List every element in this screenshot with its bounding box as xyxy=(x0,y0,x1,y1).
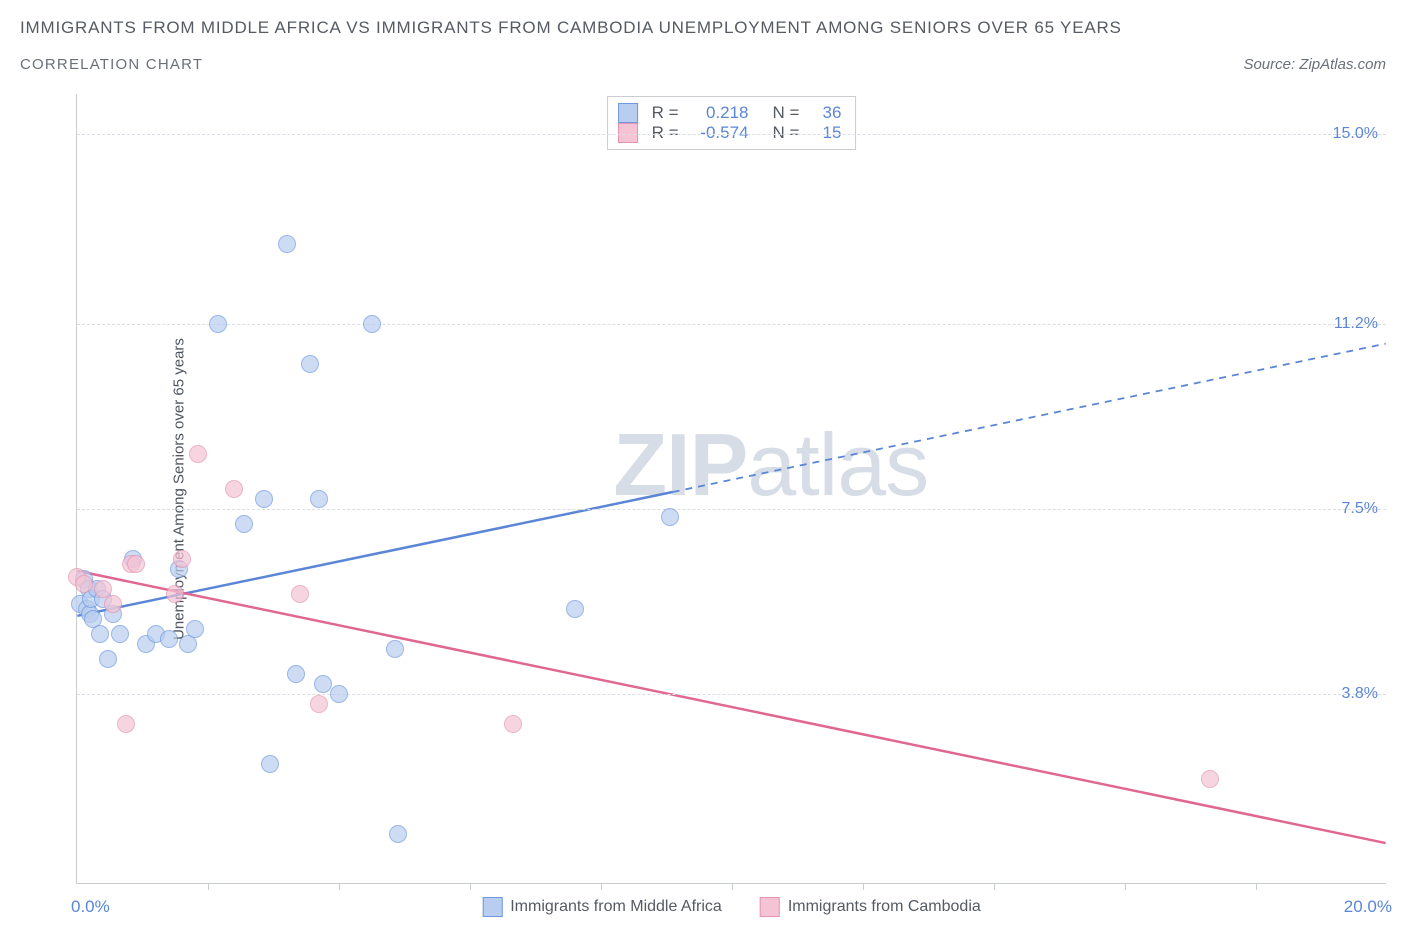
gridline xyxy=(77,324,1386,325)
data-point xyxy=(91,625,109,643)
source-credit: Source: ZipAtlas.com xyxy=(1243,56,1386,73)
x-tick xyxy=(208,883,209,890)
chart-title: IMMIGRANTS FROM MIDDLE AFRICA VS IMMIGRA… xyxy=(20,18,1386,38)
data-point xyxy=(166,585,184,603)
data-point xyxy=(386,640,404,658)
data-point xyxy=(287,665,305,683)
swatch-series-1 xyxy=(482,897,502,917)
x-tick xyxy=(339,883,340,890)
data-point xyxy=(104,595,122,613)
x-tick xyxy=(1125,883,1126,890)
y-tick-label: 11.2% xyxy=(1334,315,1378,333)
y-tick-label: 7.5% xyxy=(1342,500,1378,518)
data-point xyxy=(566,600,584,618)
data-point xyxy=(301,355,319,373)
data-point xyxy=(330,685,348,703)
data-point xyxy=(278,235,296,253)
legend-stats: R = 0.218 N = 36 R = -0.574 N = 15 xyxy=(607,96,857,150)
data-point xyxy=(189,445,207,463)
y-tick-label: 15.0% xyxy=(1333,125,1378,143)
data-point xyxy=(504,715,522,733)
data-point xyxy=(127,555,145,573)
data-point xyxy=(314,675,332,693)
data-point xyxy=(235,515,253,533)
x-tick xyxy=(470,883,471,890)
data-point xyxy=(186,620,204,638)
swatch-series-2 xyxy=(618,123,638,143)
legend-item-2: Immigrants from Cambodia xyxy=(760,897,981,917)
y-tick-label: 3.8% xyxy=(1342,685,1378,703)
data-point xyxy=(99,650,117,668)
x-axis-min-label: 0.0% xyxy=(71,897,110,917)
data-point xyxy=(117,715,135,733)
x-tick xyxy=(732,883,733,890)
x-axis-max-label: 20.0% xyxy=(1344,897,1392,917)
data-point xyxy=(1201,770,1219,788)
data-point xyxy=(661,508,679,526)
swatch-series-1 xyxy=(618,103,638,123)
data-point xyxy=(310,695,328,713)
data-point xyxy=(389,825,407,843)
chart-subtitle: CORRELATION CHART xyxy=(20,56,203,73)
data-point xyxy=(173,550,191,568)
data-point xyxy=(75,575,93,593)
data-point xyxy=(310,490,328,508)
watermark: ZIPatlas xyxy=(613,414,928,516)
swatch-series-2 xyxy=(760,897,780,917)
data-point xyxy=(261,755,279,773)
gridline xyxy=(77,509,1386,510)
data-point xyxy=(363,315,381,333)
legend-stats-row-1: R = 0.218 N = 36 xyxy=(618,103,842,123)
data-point xyxy=(111,625,129,643)
data-point xyxy=(225,480,243,498)
data-point xyxy=(160,630,178,648)
x-tick xyxy=(994,883,995,890)
legend-stats-row-2: R = -0.574 N = 15 xyxy=(618,123,842,143)
legend-item-1: Immigrants from Middle Africa xyxy=(482,897,722,917)
x-tick xyxy=(1256,883,1257,890)
correlation-chart: Unemployment Among Seniors over 65 years… xyxy=(20,94,1386,884)
legend-series: Immigrants from Middle Africa Immigrants… xyxy=(482,897,981,917)
gridline xyxy=(77,694,1386,695)
x-tick xyxy=(601,883,602,890)
x-tick xyxy=(863,883,864,890)
data-point xyxy=(291,585,309,603)
plot-area: ZIPatlas R = 0.218 N = 36 R = -0.574 N =… xyxy=(76,94,1386,884)
data-point xyxy=(255,490,273,508)
data-point xyxy=(209,315,227,333)
gridline xyxy=(77,134,1386,135)
